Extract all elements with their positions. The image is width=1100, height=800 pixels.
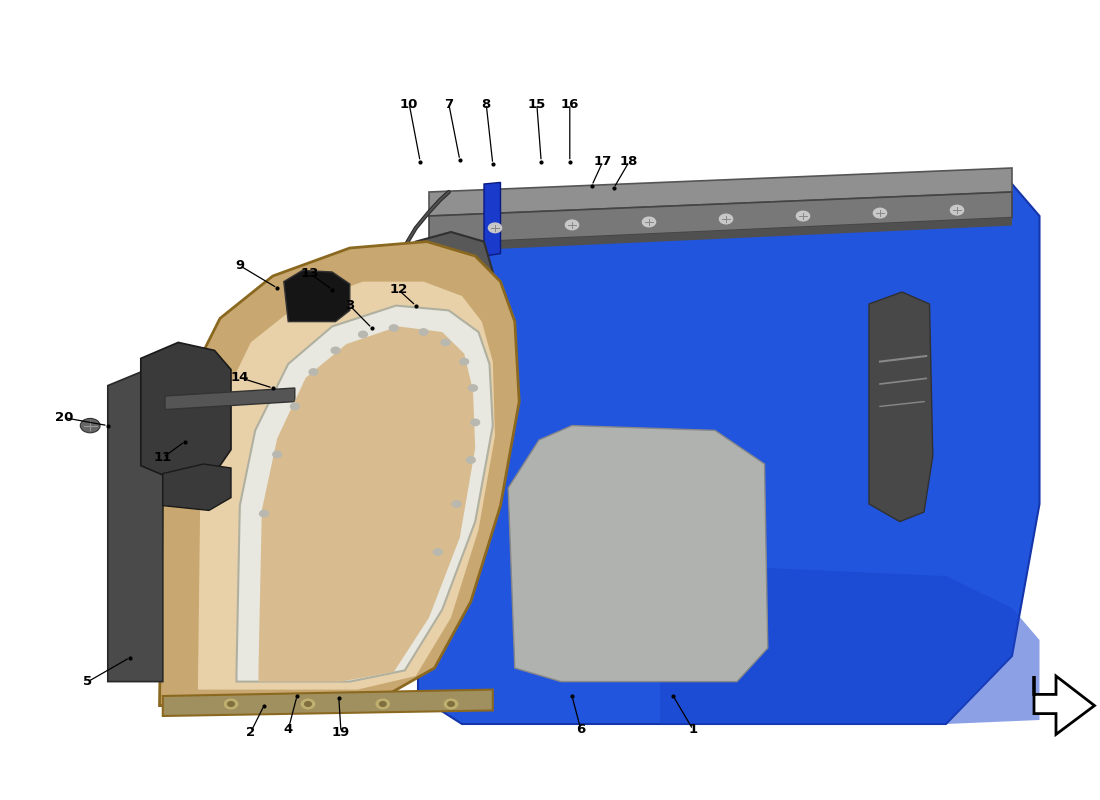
Text: 17: 17: [594, 155, 612, 168]
Circle shape: [80, 418, 100, 433]
Text: 2: 2: [246, 726, 255, 738]
Circle shape: [440, 282, 462, 298]
Text: 13: 13: [301, 267, 319, 280]
Circle shape: [466, 457, 475, 463]
Polygon shape: [198, 282, 495, 690]
Text: 14: 14: [231, 371, 249, 384]
Text: 19: 19: [332, 726, 350, 738]
Text: 4: 4: [284, 723, 293, 736]
Text: 6: 6: [576, 723, 585, 736]
Text: 20: 20: [55, 411, 73, 424]
Circle shape: [796, 211, 810, 221]
Circle shape: [444, 309, 462, 322]
Text: 16: 16: [561, 98, 579, 110]
Circle shape: [642, 217, 656, 226]
Polygon shape: [418, 184, 1040, 724]
Circle shape: [444, 285, 458, 294]
Circle shape: [389, 325, 398, 331]
Text: 1: 1: [689, 723, 697, 736]
Circle shape: [452, 501, 461, 507]
Circle shape: [301, 699, 315, 709]
Circle shape: [260, 510, 268, 517]
Text: 15: 15: [528, 98, 546, 110]
Circle shape: [873, 208, 887, 218]
Circle shape: [290, 403, 299, 410]
Polygon shape: [429, 218, 1012, 252]
Circle shape: [331, 347, 340, 354]
Polygon shape: [108, 372, 163, 682]
Text: 7: 7: [444, 98, 453, 110]
Circle shape: [950, 206, 964, 215]
Text: 9: 9: [235, 259, 244, 272]
Circle shape: [471, 419, 480, 426]
Polygon shape: [160, 242, 519, 706]
Circle shape: [444, 699, 458, 709]
Circle shape: [224, 699, 238, 709]
Circle shape: [460, 358, 469, 365]
Circle shape: [469, 385, 477, 391]
Circle shape: [441, 339, 450, 346]
Circle shape: [565, 220, 579, 230]
Text: 8: 8: [482, 98, 491, 110]
Polygon shape: [429, 192, 1012, 244]
Circle shape: [376, 699, 389, 709]
Polygon shape: [1034, 676, 1094, 734]
Polygon shape: [429, 168, 1012, 216]
Polygon shape: [869, 292, 933, 522]
Circle shape: [433, 549, 442, 555]
Polygon shape: [484, 182, 500, 256]
Polygon shape: [416, 232, 493, 325]
Text: eurospares: eurospares: [507, 363, 890, 501]
Polygon shape: [660, 568, 1040, 724]
Text: a passion for parts since 1985: a passion for parts since 1985: [510, 501, 733, 547]
Polygon shape: [258, 326, 475, 682]
Circle shape: [273, 451, 282, 458]
Polygon shape: [165, 388, 295, 410]
Circle shape: [419, 329, 428, 335]
Text: 10: 10: [400, 98, 418, 110]
Polygon shape: [163, 464, 231, 510]
Circle shape: [305, 702, 311, 706]
Circle shape: [379, 702, 386, 706]
Circle shape: [359, 331, 367, 338]
Circle shape: [309, 369, 318, 375]
Polygon shape: [141, 342, 231, 482]
Circle shape: [228, 702, 234, 706]
Circle shape: [448, 702, 454, 706]
Text: 12: 12: [389, 283, 407, 296]
Circle shape: [488, 223, 502, 233]
Circle shape: [719, 214, 733, 224]
Text: 3: 3: [345, 299, 354, 312]
Text: 18: 18: [620, 155, 638, 168]
Polygon shape: [236, 306, 493, 682]
Polygon shape: [284, 270, 350, 322]
Polygon shape: [163, 690, 493, 716]
Text: 11: 11: [154, 451, 172, 464]
Polygon shape: [508, 426, 768, 682]
Text: 5: 5: [84, 675, 92, 688]
Polygon shape: [418, 184, 1012, 288]
